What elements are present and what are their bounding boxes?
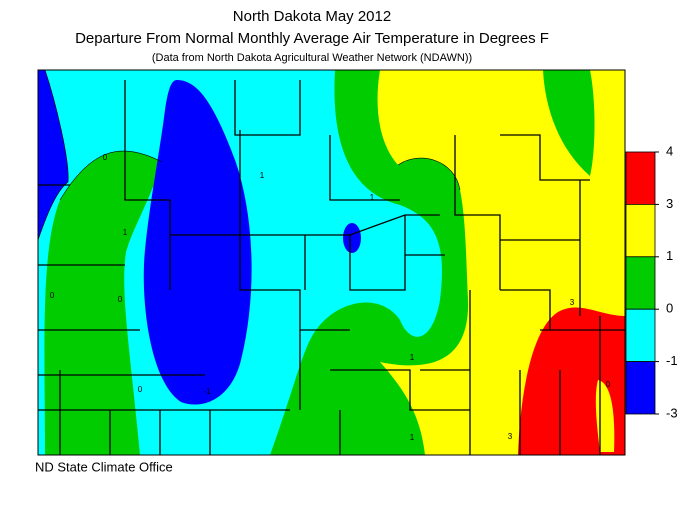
map-border — [37, 69, 626, 456]
contour-labels: 0 1 1 0 0 -1 1 0 1 1 3 3 0 — [50, 153, 611, 442]
contour-label: 0 — [103, 153, 108, 162]
region-blue — [343, 223, 361, 253]
contour-label: 0 — [118, 295, 123, 304]
legend-label: 3 — [666, 196, 673, 211]
contour-label: 0 — [138, 385, 143, 394]
contour-label: 1 — [260, 171, 265, 180]
title: North Dakota May 2012 — [233, 8, 391, 25]
legend-swatch — [625, 203, 656, 258]
contour-label: 0 — [606, 380, 611, 389]
contour-label: 3 — [508, 432, 513, 441]
source-note: (Data from North Dakota Agricultural Wea… — [152, 52, 472, 64]
legend-swatch — [625, 256, 656, 310]
legend-label: 4 — [666, 143, 673, 158]
legend-label: -3 — [666, 405, 678, 420]
legend-swatch — [625, 361, 656, 415]
legend-label: 0 — [666, 301, 673, 316]
contour-label: 0 — [50, 291, 55, 300]
legend: 4 3 1 0 -1 -3 — [625, 143, 678, 420]
region-blue — [38, 70, 69, 240]
region-green — [44, 150, 162, 455]
contour-label: 1 — [410, 433, 415, 442]
subtitle: Departure From Normal Monthly Average Ai… — [75, 30, 549, 47]
legend-swatch — [625, 308, 656, 363]
contour-label: 3 — [570, 298, 575, 307]
legend-label: 1 — [666, 248, 673, 263]
legend-label: -1 — [666, 353, 678, 368]
region-green — [543, 70, 595, 176]
credit: ND State Climate Office — [35, 459, 173, 474]
contour-label: -1 — [203, 387, 211, 396]
contour-label: 1 — [370, 193, 375, 202]
map-area — [37, 69, 626, 456]
contour-label: 1 — [410, 353, 415, 362]
region-blue — [143, 80, 252, 405]
contour-label: 1 — [123, 228, 128, 237]
legend-swatch — [625, 151, 656, 205]
